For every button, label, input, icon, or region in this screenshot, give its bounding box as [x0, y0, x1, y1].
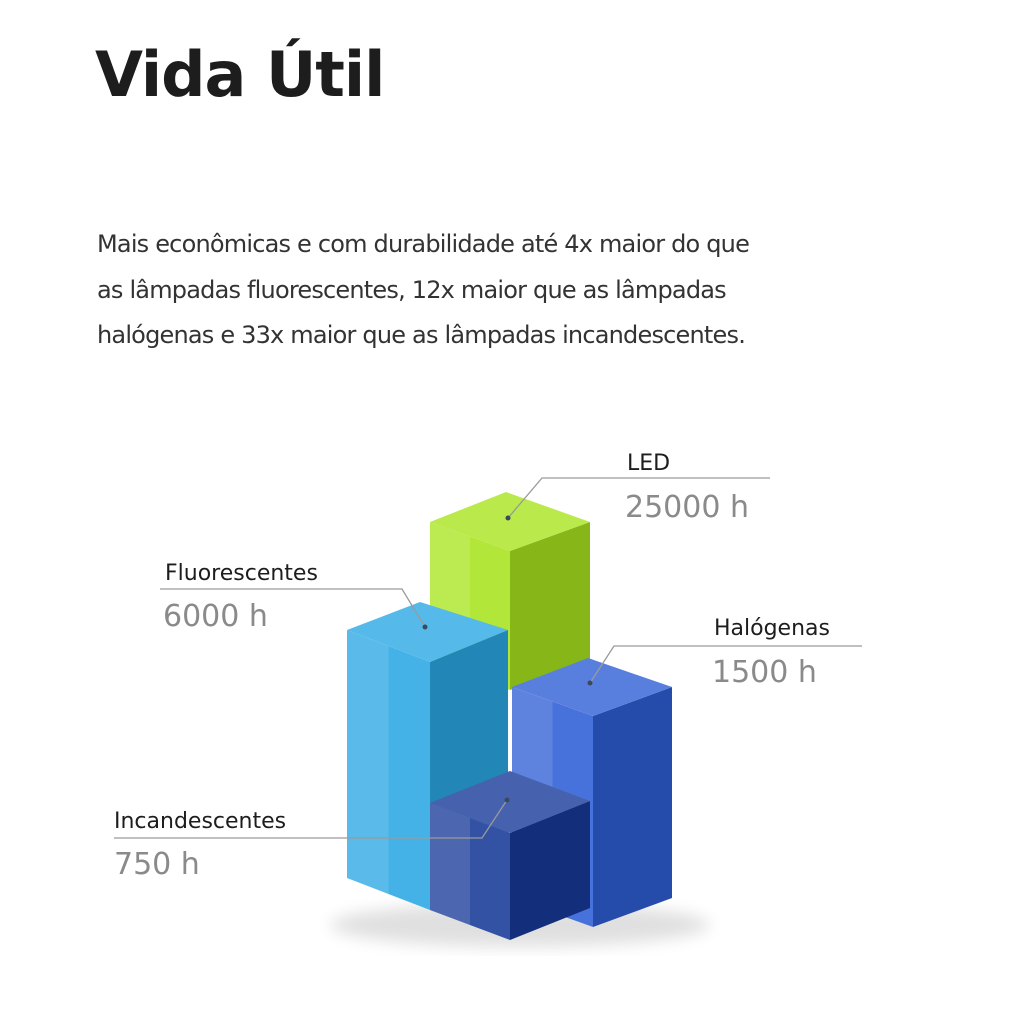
leader-line-fluorescentes	[160, 588, 426, 628]
bar-incandescentes-highlight	[430, 803, 470, 925]
value-halogenas: 1500 h	[712, 655, 817, 690]
bar-led-right-face	[510, 522, 590, 690]
label-incandescentes: Incandescentes	[114, 809, 286, 834]
value-fluorescentes: 6000 h	[163, 599, 268, 634]
leader-dot-led	[505, 515, 511, 521]
page-title: Vida Útil	[95, 38, 385, 111]
label-halogenas: Halógenas	[714, 616, 830, 641]
bar-led-top-face	[430, 492, 590, 551]
bar-incandescentes-top-face	[430, 771, 590, 833]
bar-halogenas-top-face	[512, 658, 672, 716]
description-line: Mais econômicas e com durabilidade até 4…	[97, 230, 750, 258]
leader-dot-halogenas	[587, 680, 593, 686]
leader-dot-fluorescentes	[422, 624, 428, 630]
bar-fluorescentes-left-face	[347, 630, 430, 910]
label-fluorescentes: Fluorescentes	[165, 561, 318, 586]
value-led: 25000 h	[625, 490, 749, 525]
value-incandescentes: 750 h	[114, 847, 200, 882]
bar-fluorescentes-highlight	[347, 630, 389, 894]
description-line: halógenas e 33x maior que as lâmpadas in…	[97, 321, 746, 349]
label-led: LED	[627, 451, 670, 476]
bar-halogenas-right-face	[593, 687, 672, 927]
leader-line-halogenas	[589, 645, 862, 684]
leader-dot-incandescentes	[504, 797, 510, 803]
bar-fluorescentes-top-face	[347, 602, 508, 662]
bar-incandescentes	[430, 771, 590, 940]
leader-line-led	[507, 477, 770, 519]
bar-incandescentes-right-face	[510, 801, 590, 940]
description: Mais econômicas e com durabilidade até 4…	[97, 222, 750, 359]
leader-line-incandescentes	[114, 799, 508, 839]
description-line: as lâmpadas fluorescentes, 12x maior que…	[97, 275, 727, 304]
bar-incandescentes-left-face	[430, 803, 510, 940]
